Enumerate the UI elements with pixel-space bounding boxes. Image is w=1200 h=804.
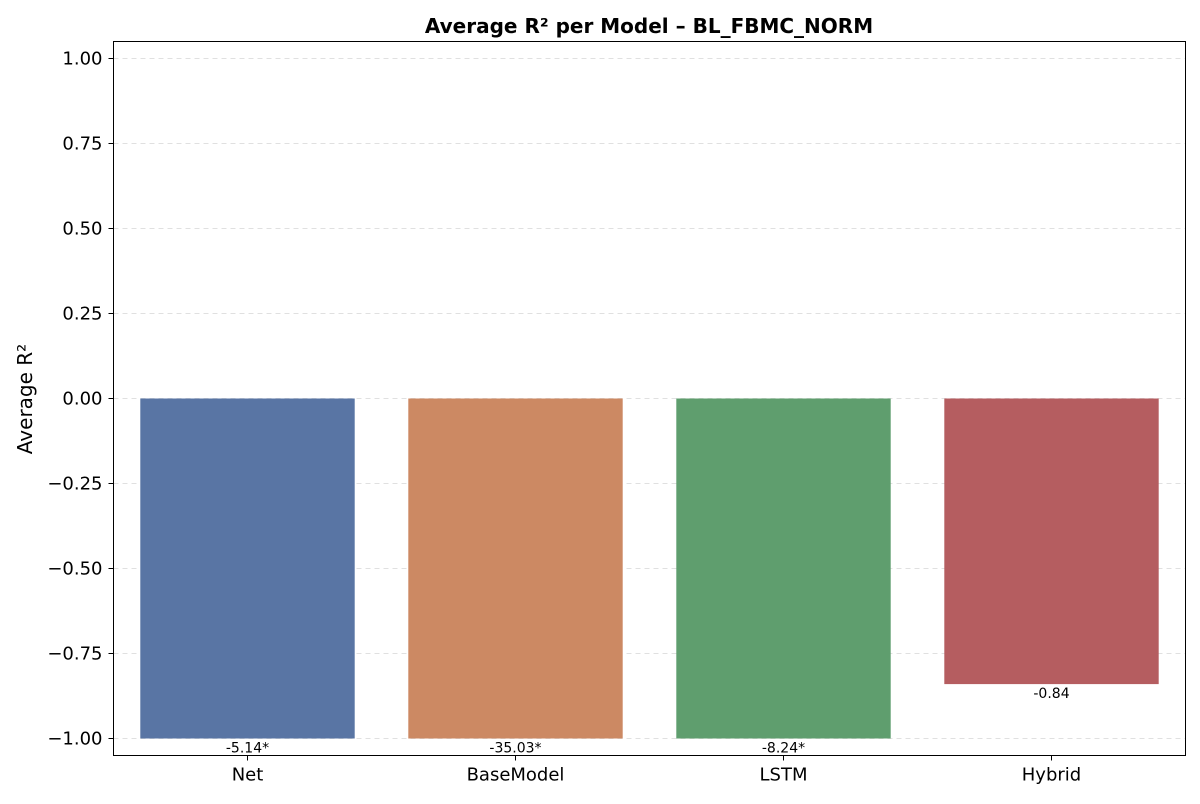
- bar-basemodel: [408, 398, 623, 739]
- x-tick-label-net: Net: [232, 765, 264, 786]
- chart-title: Average R² per Model – BL_FBMC_NORM: [425, 14, 873, 38]
- x-axis-ticks: Net BaseModel LSTM Hybrid: [232, 755, 1081, 786]
- y-axis-ticks: 1.00 0.75 0.50 0.25 0.00 −0.25 −0.50 −0.75 −1.00: [47, 49, 114, 750]
- y-tick-label: −1.00: [47, 729, 102, 750]
- y-tick-label: −0.50: [47, 559, 102, 580]
- y-tick-label: 0.25: [62, 304, 102, 325]
- data-label-hybrid: -0.84: [1033, 686, 1069, 702]
- y-axis-label: Average R²: [13, 344, 37, 454]
- x-tick-label-basemodel: BaseModel: [467, 765, 565, 786]
- x-tick-label-lstm: LSTM: [760, 765, 808, 786]
- y-tick-label: 0.75: [62, 134, 102, 155]
- y-tick-label: −0.75: [47, 644, 102, 665]
- x-tick-label-hybrid: Hybrid: [1022, 765, 1081, 786]
- bar-net: [140, 398, 355, 739]
- y-tick-label: 1.00: [62, 49, 102, 70]
- data-label-basemodel: -35.03*: [489, 741, 541, 757]
- data-label-net: -5.14*: [226, 741, 269, 757]
- plot-frame: [113, 41, 1186, 756]
- data-labels-layer: -5.14* -35.03* -8.24* -0.84: [226, 686, 1070, 756]
- y-tick-label: 0.50: [62, 219, 102, 240]
- bars-layer: [140, 398, 1159, 739]
- y-tick-label: −0.25: [47, 474, 102, 495]
- bar-lstm: [676, 398, 891, 739]
- y-tick-label: 0.00: [62, 389, 102, 410]
- bar-hybrid: [944, 398, 1159, 685]
- data-label-lstm: -8.24*: [762, 741, 805, 757]
